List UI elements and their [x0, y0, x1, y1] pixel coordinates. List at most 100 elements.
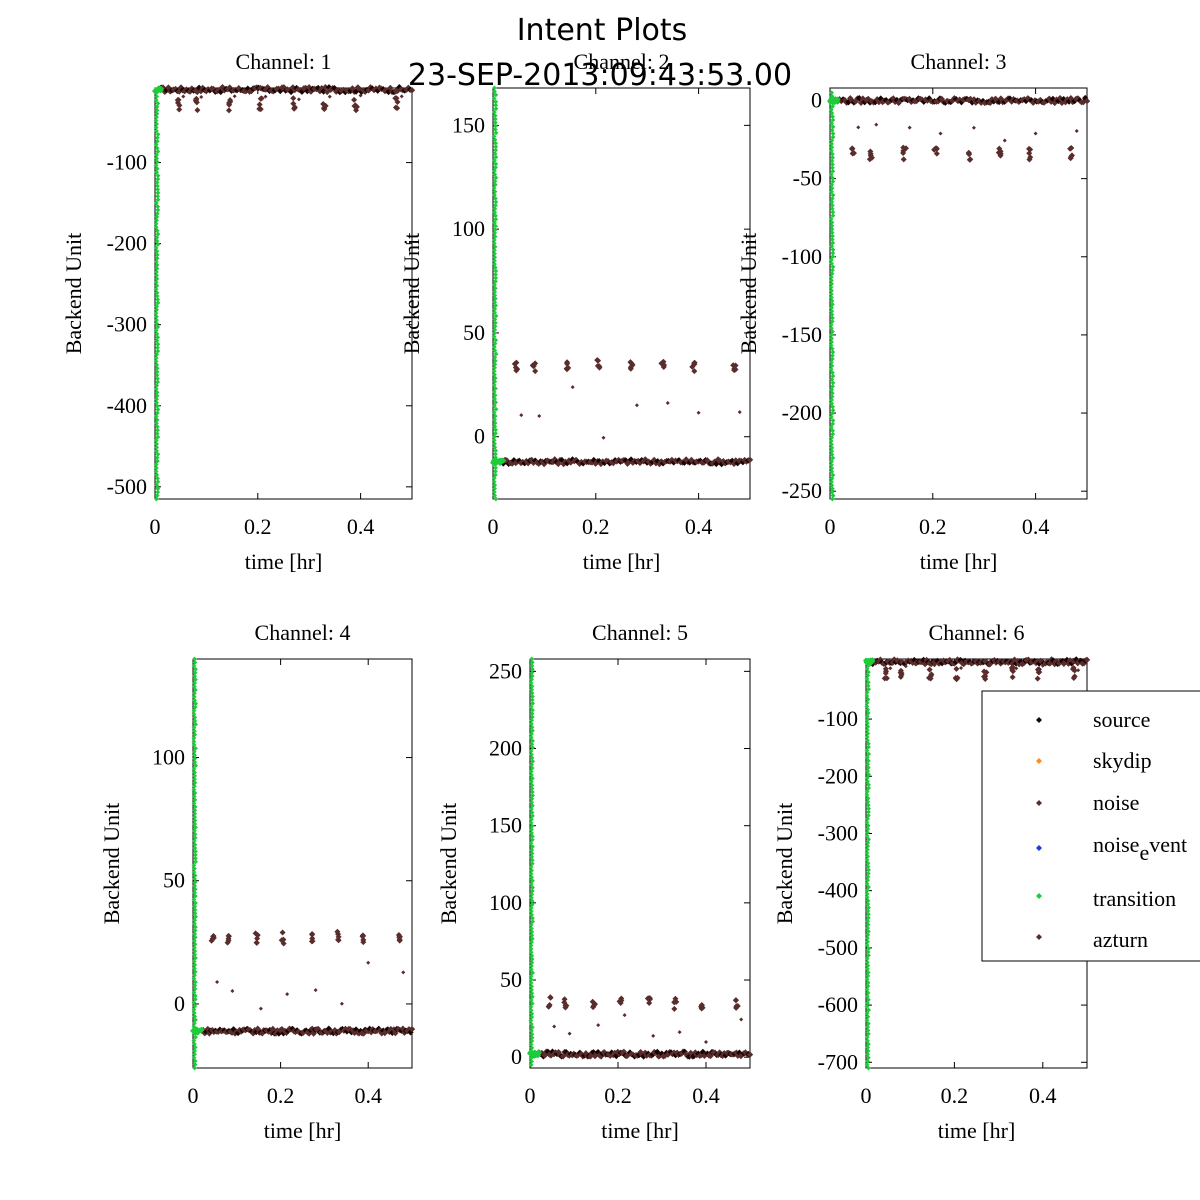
transition-point: [155, 434, 161, 440]
transition-point: [192, 704, 198, 710]
panel-title: Channel: 6: [929, 620, 1025, 645]
noise-point: [696, 410, 701, 415]
transition-point: [492, 116, 498, 122]
transition-point: [192, 904, 198, 909]
noise-point: [537, 413, 542, 418]
transition-point: [492, 341, 498, 346]
transition-point: [493, 140, 498, 146]
azturn-point: [646, 999, 653, 1006]
azturn-point: [627, 365, 634, 372]
transition-point: [192, 855, 198, 861]
transition-point: [493, 130, 499, 136]
noise-point: [358, 93, 363, 98]
transition-point: [529, 833, 535, 839]
transition-point: [830, 264, 836, 270]
transition-point: [192, 842, 198, 847]
transition-point: [829, 476, 835, 481]
transition-point: [529, 1011, 535, 1017]
y-tick-label: -400: [107, 393, 147, 418]
azturn-point: [1068, 145, 1075, 152]
source-point: [909, 659, 916, 666]
y-tick-label: -300: [107, 312, 147, 337]
transition-point: [528, 1042, 534, 1047]
azturn-point: [1026, 156, 1033, 163]
legend-marker-azturn: [1036, 934, 1042, 940]
transition-point: [829, 237, 835, 242]
azturn-point: [1069, 666, 1076, 673]
transition-point: [155, 297, 160, 302]
azturn-point: [898, 671, 905, 678]
transition-point: [865, 925, 871, 931]
noise-point: [1033, 131, 1038, 136]
transition-point: [866, 772, 871, 777]
azturn-point: [532, 368, 539, 375]
transition-point: [529, 683, 535, 689]
source-point: [551, 456, 558, 463]
transition-point: [492, 361, 498, 367]
transition-point: [530, 758, 536, 764]
transition-point: [529, 803, 535, 809]
transition-point: [829, 489, 835, 495]
transition-point: [865, 874, 871, 880]
transition-point: [829, 441, 834, 447]
transition-point: [492, 89, 497, 94]
transition-point: [865, 1055, 871, 1061]
transition-point: [829, 158, 835, 164]
noise-point: [258, 1006, 263, 1011]
transition-point: [830, 165, 835, 171]
transition-point: [192, 1044, 198, 1050]
noise-point: [987, 663, 992, 668]
source-point: [1046, 660, 1054, 667]
transition-point: [491, 241, 497, 246]
azturn-point: [226, 101, 233, 108]
panel-channel-4: Channel: 4 0 0.2 0.4 0 50 100 time [hr] Backend …: [99, 620, 416, 1143]
transition-point: [191, 1007, 197, 1012]
transition-point: [865, 922, 871, 928]
transition-point: [493, 99, 499, 105]
transition-point: [154, 169, 159, 175]
azturn-point: [671, 998, 678, 1005]
source-point: [681, 1048, 688, 1055]
transition-point: [193, 677, 198, 683]
legend-entry-azturn: azturn: [1036, 927, 1148, 952]
transition-point: [529, 1045, 535, 1051]
noise-point: [366, 960, 371, 965]
transition-point: [830, 250, 836, 256]
noise-point: [601, 435, 606, 440]
azturn-point: [900, 156, 907, 163]
transition-point: [865, 990, 871, 996]
legend-label-noise-event-rest: vent: [1149, 832, 1187, 857]
x-axis-label: time [hr]: [583, 549, 661, 574]
transition-point: [529, 687, 535, 693]
transition-point: [829, 226, 835, 232]
transition-point: [155, 176, 161, 182]
transition-point: [865, 1031, 871, 1037]
transition-point: [154, 444, 160, 450]
transition-point: [829, 288, 834, 294]
transition-point: [865, 765, 871, 771]
transition-point: [830, 192, 836, 198]
azturn-point: [511, 360, 518, 367]
source-point: [555, 460, 562, 468]
transition-point: [865, 1048, 871, 1054]
transition-point: [865, 724, 871, 730]
transition-point: [829, 267, 835, 273]
transition-point: [153, 310, 159, 316]
transition-point: [192, 890, 197, 896]
transition-point: [492, 178, 498, 184]
transition-point: [492, 182, 498, 188]
source-point: [195, 84, 203, 91]
noise-point: [665, 400, 670, 405]
transition-point: [193, 924, 198, 930]
transition-point: [864, 1004, 870, 1009]
transition-point: [864, 1010, 870, 1016]
transition-point: [828, 414, 834, 420]
source-point: [172, 85, 179, 93]
transition-point: [193, 849, 198, 854]
source-point: [1006, 95, 1014, 102]
noise-point: [1076, 668, 1081, 673]
azturn-point: [396, 936, 403, 943]
transition-point: [154, 121, 159, 127]
transition-point: [829, 448, 835, 454]
source-point: [952, 95, 960, 103]
